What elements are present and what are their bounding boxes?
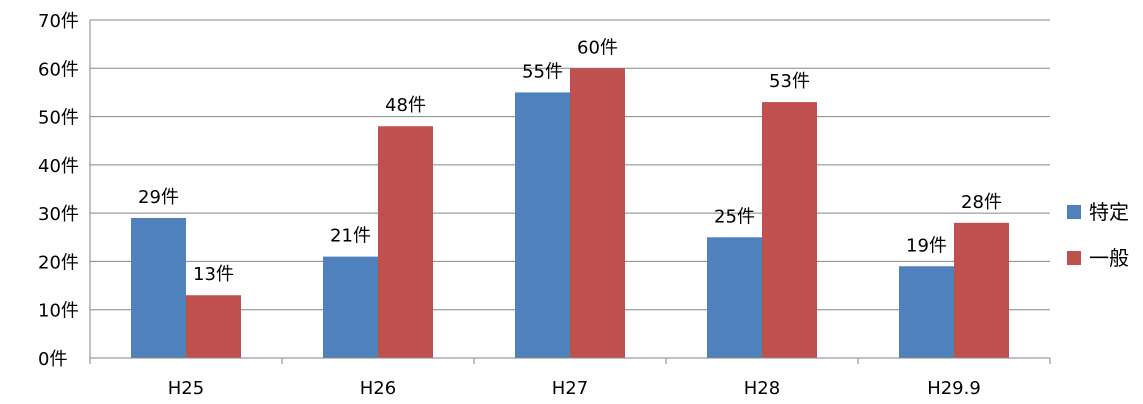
data-labels: 29件 13件 21件 48件 55件 60件 25件 53件 19件 28件 xyxy=(138,37,1002,285)
x-axis: H25 H26 H27 H28 H29.9 xyxy=(89,20,1051,399)
data-label: 19件 xyxy=(906,235,947,256)
x-tick-label: H27 xyxy=(552,378,588,399)
data-label: 48件 xyxy=(385,95,426,116)
data-label: 55件 xyxy=(522,61,563,82)
bar-series1 xyxy=(323,256,378,358)
y-tick-label: 70件 xyxy=(38,11,79,32)
y-tick-label: 50件 xyxy=(38,108,79,129)
legend-swatch xyxy=(1067,251,1081,265)
data-label: 53件 xyxy=(769,71,810,92)
legend-label: 一般 xyxy=(1089,246,1129,270)
x-tick-label: H28 xyxy=(744,378,780,399)
data-label: 28件 xyxy=(961,192,1002,213)
legend-swatch xyxy=(1067,205,1081,219)
bar-series1 xyxy=(515,92,570,358)
bar-series1 xyxy=(899,266,954,358)
bar-series1 xyxy=(707,237,762,358)
y-axis-ticks: 0件 10件 20件 30件 40件 50件 60件 70件 xyxy=(38,11,79,370)
bar-series1 xyxy=(131,217,186,358)
y-tick-label: 20件 xyxy=(38,252,79,273)
bar-series2 xyxy=(954,222,1009,358)
legend-label: 特定 xyxy=(1089,200,1129,224)
y-tick-label: 60件 xyxy=(38,59,79,80)
bars xyxy=(131,68,1009,359)
data-label: 25件 xyxy=(714,206,755,227)
x-tick-label: H29.9 xyxy=(927,378,981,399)
data-label: 13件 xyxy=(193,264,234,285)
x-tick-label: H25 xyxy=(168,378,204,399)
data-label: 29件 xyxy=(138,187,179,208)
bar-series2 xyxy=(762,102,817,358)
bar-series2 xyxy=(570,68,625,359)
data-label: 60件 xyxy=(577,37,618,58)
y-tick-label: 30件 xyxy=(38,204,79,225)
data-label: 21件 xyxy=(330,226,371,247)
bar-series2 xyxy=(186,295,241,358)
y-tick-label: 0件 xyxy=(38,349,67,370)
x-tick-label: H26 xyxy=(360,378,396,399)
bar-series2 xyxy=(378,126,433,358)
y-tick-label: 10件 xyxy=(38,301,79,322)
y-tick-label: 40件 xyxy=(38,156,79,177)
